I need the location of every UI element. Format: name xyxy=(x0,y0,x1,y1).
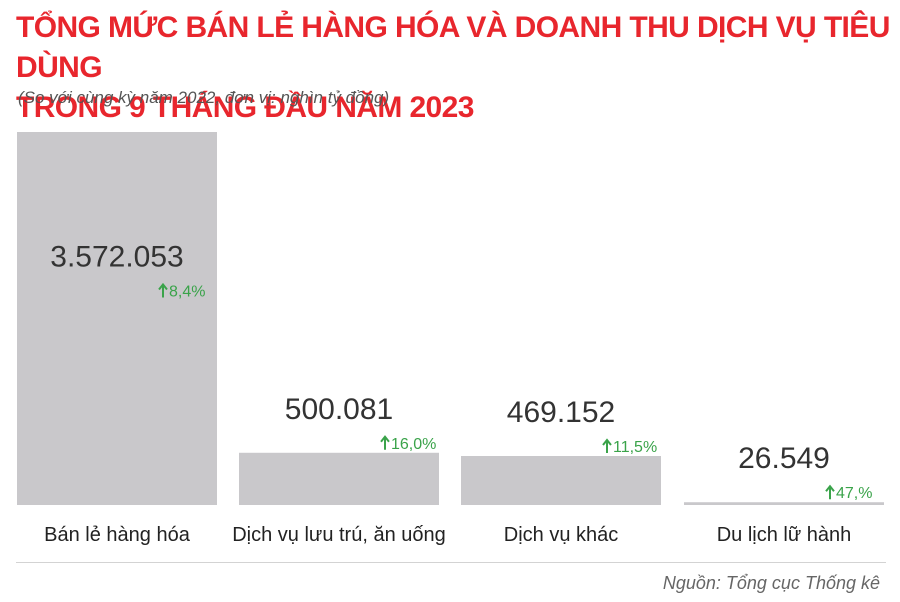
growth-label: 47,% xyxy=(836,485,872,502)
bar xyxy=(461,456,661,505)
value-label: 26.549 xyxy=(738,442,830,475)
growth-label: 11,5% xyxy=(613,439,657,456)
chart-title: TỔNG MỨC BÁN LẺ HÀNG HÓA VÀ DOANH THU DỊ… xyxy=(16,8,896,128)
arrow-up-icon xyxy=(602,438,612,454)
value-label: 500.081 xyxy=(285,393,393,426)
bar xyxy=(17,132,217,505)
bar xyxy=(239,452,439,505)
title-line-2: TRONG 9 THÁNG ĐẦU NĂM 2023 xyxy=(16,91,474,124)
bottom-divider xyxy=(16,562,886,563)
value-label: 469.152 xyxy=(507,396,615,429)
bar-chart: 3.572.053 8,4% Bán lẻ hàng hóa 500.081 16,0%… xyxy=(17,132,884,546)
arrow-up-icon xyxy=(380,435,390,450)
arrow-up-icon xyxy=(825,484,835,500)
bar xyxy=(684,502,884,505)
source-note: Nguồn: Tổng cục Thống kê xyxy=(662,573,880,593)
title-line-1: TỔNG MỨC BÁN LẺ HÀNG HÓA VÀ DOANH THU DỊ… xyxy=(16,11,890,84)
category-label: Du lịch lữ hành xyxy=(717,524,852,546)
category-label: Bán lẻ hàng hóa xyxy=(44,524,191,546)
arrow-up-icon xyxy=(158,282,168,298)
chart-subtitle: (So với cùng kỳ năm 2022, đơn vị: nghìn … xyxy=(18,88,390,107)
value-label: 3.572.053 xyxy=(50,241,183,274)
category-label: Dịch vụ lưu trú, ăn uống xyxy=(232,524,446,546)
growth-label: 16,0% xyxy=(391,436,436,453)
category-label: Dịch vụ khác xyxy=(504,524,619,546)
growth-label: 8,4% xyxy=(169,284,205,301)
